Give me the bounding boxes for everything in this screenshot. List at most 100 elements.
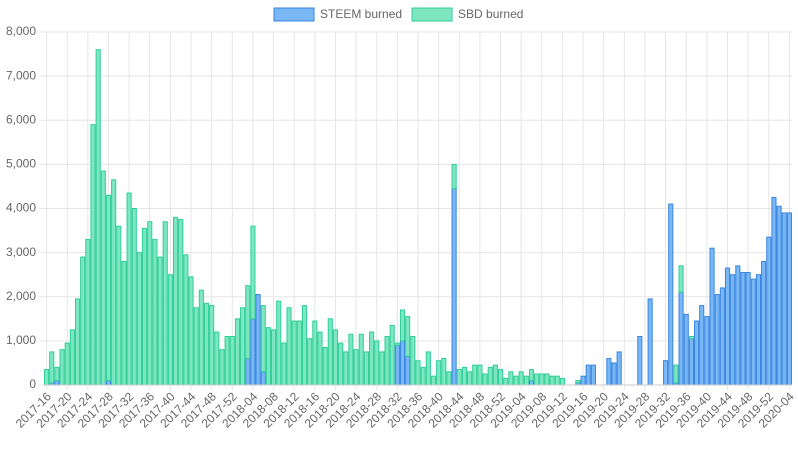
bar bbox=[198, 289, 204, 386]
bar bbox=[270, 329, 277, 386]
bar bbox=[730, 274, 736, 386]
bar bbox=[327, 318, 333, 386]
bar bbox=[95, 49, 101, 386]
bar bbox=[761, 260, 767, 386]
legend-swatch bbox=[273, 7, 315, 22]
bar bbox=[255, 294, 261, 386]
bar bbox=[394, 342, 400, 346]
y-tick-label: 1,000 bbox=[6, 333, 36, 347]
bar bbox=[80, 256, 86, 386]
bar bbox=[534, 373, 540, 386]
bar bbox=[157, 256, 163, 386]
bar bbox=[296, 320, 302, 386]
bar bbox=[575, 380, 581, 384]
bar bbox=[44, 369, 50, 386]
bar bbox=[363, 351, 369, 386]
bar bbox=[590, 364, 596, 386]
legend-label: SBD burned bbox=[458, 7, 523, 21]
bar bbox=[131, 208, 137, 386]
y-tick-label: 0 bbox=[29, 377, 36, 391]
bar bbox=[513, 375, 519, 386]
bar bbox=[301, 305, 308, 386]
bar bbox=[250, 318, 256, 386]
bar bbox=[312, 320, 318, 386]
bar bbox=[348, 333, 354, 386]
bar bbox=[668, 203, 674, 386]
bar bbox=[193, 307, 199, 386]
bar bbox=[709, 247, 715, 386]
bar bbox=[167, 274, 173, 386]
bar bbox=[214, 331, 220, 386]
bar bbox=[399, 309, 406, 342]
bar bbox=[523, 375, 529, 386]
bar bbox=[322, 346, 328, 386]
bar bbox=[425, 351, 431, 386]
bar bbox=[405, 316, 411, 357]
bar bbox=[467, 371, 473, 386]
bar bbox=[260, 371, 266, 386]
bar bbox=[111, 179, 117, 386]
bar bbox=[415, 360, 421, 386]
bar bbox=[147, 221, 153, 386]
bar bbox=[162, 221, 168, 386]
legend-item: SBD burned bbox=[411, 7, 523, 22]
bar bbox=[245, 358, 251, 386]
bar bbox=[766, 236, 772, 386]
bar bbox=[343, 351, 349, 386]
bar bbox=[497, 369, 504, 386]
bar bbox=[358, 333, 364, 386]
bar bbox=[69, 329, 75, 386]
bar bbox=[508, 371, 514, 386]
bar bbox=[405, 355, 411, 386]
bar bbox=[477, 364, 483, 386]
bar bbox=[647, 298, 653, 386]
bar bbox=[250, 225, 256, 320]
bar bbox=[219, 349, 225, 386]
bar bbox=[750, 278, 756, 386]
bar bbox=[771, 196, 777, 386]
bar bbox=[430, 375, 437, 386]
bar bbox=[585, 364, 591, 386]
bar bbox=[755, 274, 762, 386]
bar bbox=[724, 267, 731, 386]
bar bbox=[544, 373, 550, 386]
bar bbox=[436, 360, 442, 386]
bar bbox=[663, 360, 669, 386]
bar bbox=[410, 335, 416, 386]
bar bbox=[116, 225, 122, 386]
bar bbox=[719, 287, 725, 386]
bar bbox=[136, 252, 142, 386]
bar bbox=[528, 369, 535, 382]
bar bbox=[74, 298, 81, 386]
bar bbox=[183, 254, 189, 386]
bar bbox=[369, 331, 375, 386]
bar bbox=[172, 216, 179, 386]
bar bbox=[234, 318, 241, 386]
bar bbox=[105, 194, 112, 382]
bar bbox=[518, 371, 524, 386]
bar bbox=[286, 307, 292, 386]
bar bbox=[451, 188, 457, 386]
bar bbox=[776, 205, 782, 386]
bar bbox=[317, 331, 323, 386]
bar bbox=[399, 340, 406, 386]
bar bbox=[616, 351, 622, 386]
y-tick-label: 5,000 bbox=[6, 157, 36, 171]
bar bbox=[554, 375, 560, 386]
bar bbox=[673, 364, 679, 384]
bar bbox=[85, 238, 91, 386]
y-tick-label: 8,000 bbox=[6, 24, 36, 38]
bar bbox=[188, 276, 194, 386]
bar bbox=[740, 271, 746, 386]
bar bbox=[142, 227, 148, 386]
y-tick-label: 2,000 bbox=[6, 289, 36, 303]
bar bbox=[446, 371, 452, 386]
bar bbox=[281, 342, 287, 386]
bar bbox=[699, 305, 705, 386]
bar bbox=[472, 364, 478, 386]
bar bbox=[735, 265, 741, 386]
bar bbox=[121, 260, 127, 386]
legend-item: STEEM burned bbox=[273, 7, 402, 22]
bar bbox=[678, 265, 684, 293]
